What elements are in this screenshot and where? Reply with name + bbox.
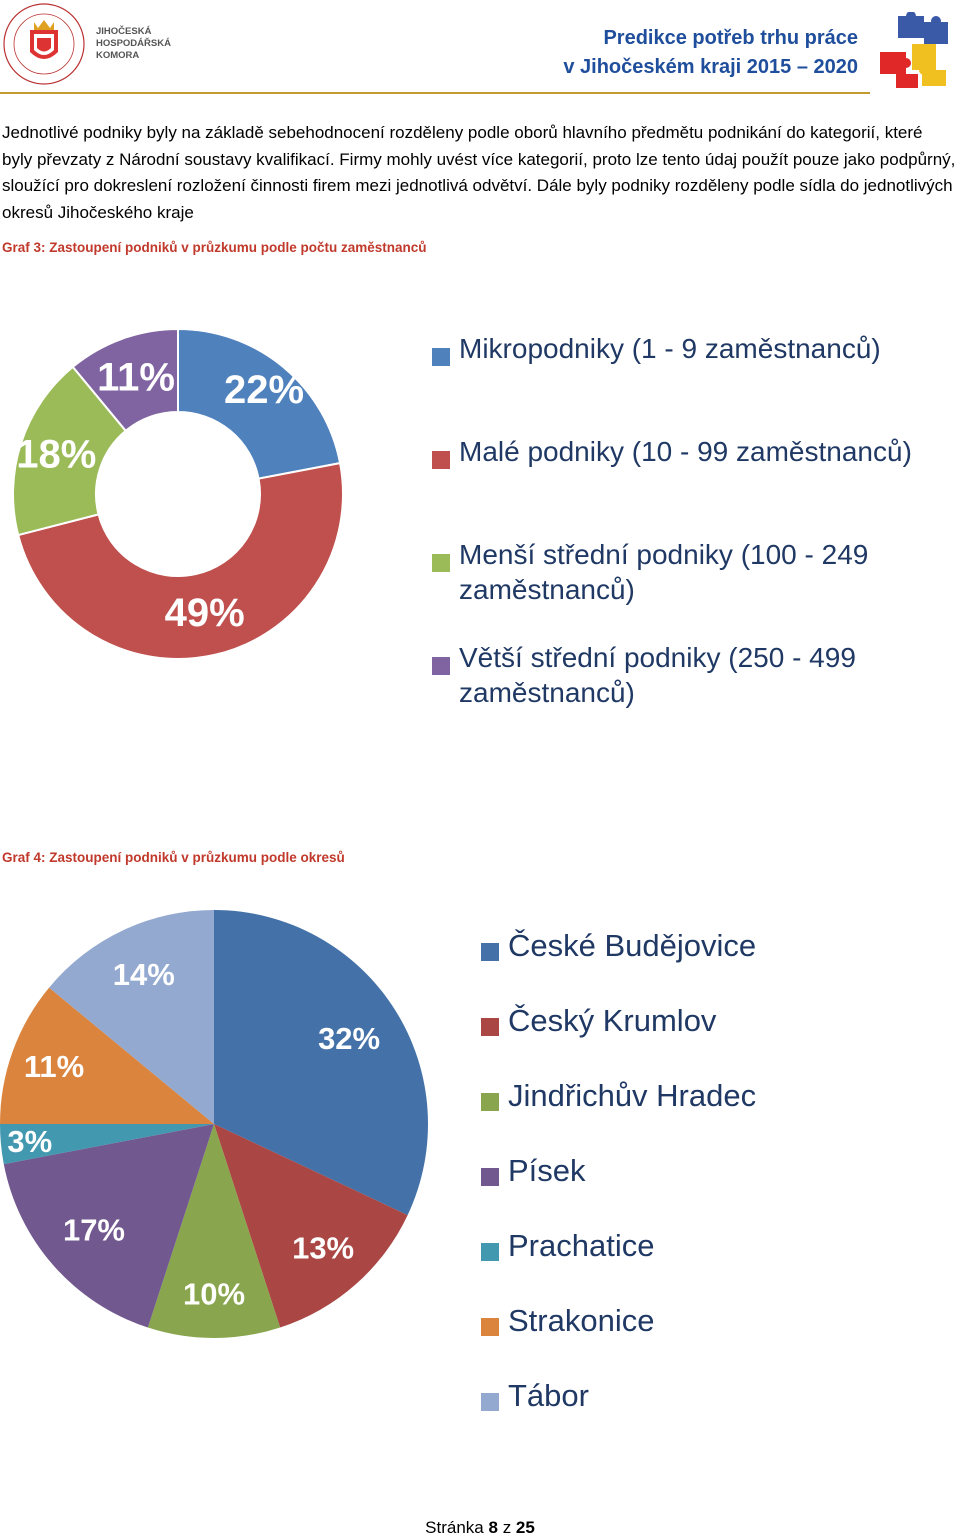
data-label: 22% <box>224 368 304 412</box>
page-header: JIHOČESKÁ HOSPODÁŘSKÁ KOMORA Predikce po… <box>0 0 960 96</box>
title-line-2: v Jihočeském kraji 2015 – 2020 <box>563 56 858 78</box>
intro-paragraph: Jednotlivé podniky byly na základě sebeh… <box>2 123 956 222</box>
legend-label: Strakonice <box>508 1303 654 1338</box>
pie-chart-districts: 32% 13% 10% 17% 3% 11% 14% České Budějovice Česk… <box>0 910 756 1413</box>
pie-slice <box>12 365 128 537</box>
legend-label: Mikropodniky (1 - 9 zaměstnanců) <box>459 333 881 364</box>
legend-label: Jindřichův Hradec <box>508 1078 756 1113</box>
data-label: 3% <box>7 1124 52 1159</box>
chart-caption-districts: Graf 4: Zastoupení podniků v průzkumu po… <box>2 850 345 865</box>
legend-label: České Budějovice <box>508 928 756 963</box>
footer-prefix: Stránka <box>425 1518 484 1537</box>
legend-label: Prachatice <box>508 1228 654 1263</box>
doughnut-chart-employees: 22% 49% 18%11% Mikropodniky (1 - 9 zaměstna… <box>12 327 912 708</box>
data-label: 13% <box>292 1230 354 1265</box>
legend-label: Tábor <box>508 1378 589 1413</box>
data-label: 10% <box>183 1277 245 1312</box>
legend-label: Český Krumlov <box>508 1003 717 1038</box>
footer-separator: z <box>502 1518 512 1537</box>
legend-swatch <box>481 1243 499 1261</box>
puzzle-logo-icon <box>880 12 948 88</box>
data-label: 49% <box>165 591 245 635</box>
pie-slice <box>0 1124 214 1165</box>
pie-slice <box>214 910 428 1216</box>
legend-swatch <box>481 1318 499 1336</box>
logo-org-text: JIHOČESKÁ HOSPODÁŘSKÁ KOMORA <box>96 26 171 61</box>
legend-swatch <box>481 1168 499 1186</box>
chart-caption-employees: Graf 3: Zastoupení podniků v průzkumu po… <box>2 240 427 255</box>
legend-label: Malé podniky (10 - 99 zaměstnanců) <box>459 436 912 467</box>
pie-slice <box>0 987 214 1124</box>
pie-slice <box>147 1124 281 1338</box>
legend-swatch <box>481 1093 499 1111</box>
data-label: 14% <box>113 957 175 992</box>
pie-slice <box>16 461 344 660</box>
data-label: 17% <box>63 1212 125 1247</box>
data-label: 32% <box>318 1021 380 1056</box>
legend-label: Větší střední podniky (250 - 499 zaměstna… <box>459 642 856 708</box>
pie-slice <box>177 327 342 480</box>
legend-swatch <box>432 348 450 366</box>
legend-swatch <box>481 1018 499 1036</box>
legend-swatch <box>432 451 450 469</box>
legend-swatch <box>432 554 450 572</box>
pie-slice <box>71 327 179 433</box>
legend-swatch <box>481 1393 499 1411</box>
pie-slice <box>214 1124 408 1328</box>
data-label: 11% <box>97 355 175 399</box>
footer-page-number: 8 <box>488 1518 498 1537</box>
legend-swatch <box>432 657 450 675</box>
legend-label: Menší střední podniky (100 - 249 zaměstna… <box>459 539 868 605</box>
footer-page-total: 25 <box>515 1518 535 1537</box>
title-line-1: Predikce potřeb trhu práce <box>603 27 858 49</box>
data-label: 18% <box>16 432 96 476</box>
page-title: Predikce potřeb trhu práce v Jihočeském … <box>563 24 858 82</box>
pie-slice <box>3 1124 215 1328</box>
chamber-logo-icon <box>3 3 85 85</box>
data-label: 11% <box>24 1049 84 1084</box>
page-footer: Stránka 8 z 25 <box>0 1518 960 1538</box>
legend-swatch <box>481 943 499 961</box>
header-rule <box>0 92 870 94</box>
pie-slice <box>49 910 214 1124</box>
legend-label: Písek <box>508 1153 586 1188</box>
